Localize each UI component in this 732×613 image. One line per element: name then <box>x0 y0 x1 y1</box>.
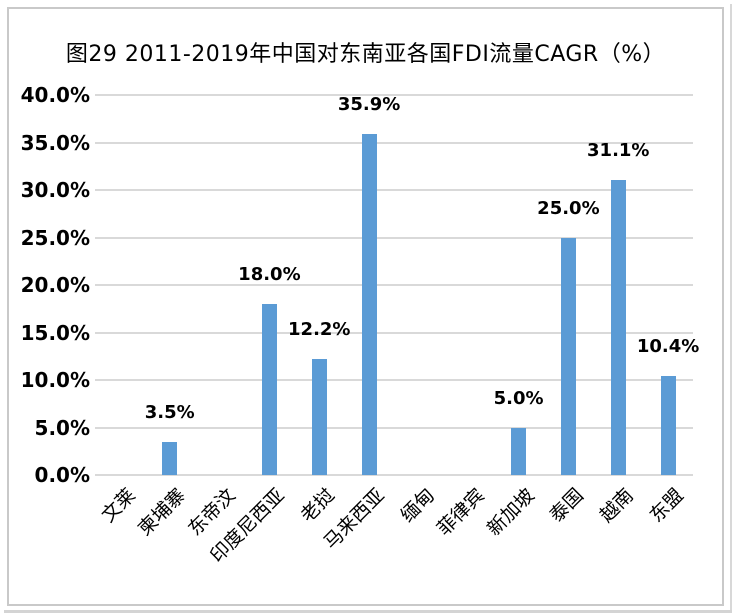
y-axis-tick-label: 25.0% <box>20 225 90 250</box>
y-axis-tick-label: 30.0% <box>20 178 90 202</box>
gridline <box>95 236 693 239</box>
bar-value-label: 12.2% <box>288 319 351 341</box>
x-axis-category-text: 越南 <box>595 484 639 527</box>
bar-value-label: 18.0% <box>238 264 301 285</box>
bar-value-label: 5.0% <box>493 387 544 409</box>
x-axis-category-text: 缅甸 <box>396 484 439 527</box>
gridline <box>95 379 693 381</box>
x-axis-category-text: 东盟 <box>645 484 688 527</box>
gridline <box>95 284 693 286</box>
gridline <box>95 474 693 476</box>
bar <box>361 133 377 475</box>
gridline <box>95 331 693 334</box>
bar-value-label: 10.4% <box>636 336 700 358</box>
canvas-right-edge <box>730 4 732 613</box>
x-axis-category-text: 新加坡 <box>482 484 539 541</box>
bar <box>261 304 277 475</box>
bar-value-label: 35.9% <box>337 93 401 115</box>
gridline <box>95 189 693 191</box>
bar <box>660 376 676 475</box>
y-axis-tick-label: 0.0% <box>34 463 90 487</box>
x-axis-category-text: 文莱 <box>97 484 140 527</box>
x-axis-category-text: 老挝 <box>296 484 340 527</box>
canvas-bottom-edge <box>4 610 732 613</box>
gridline <box>95 141 693 144</box>
bar-value-label: 25.0% <box>537 197 600 219</box>
y-axis-tick-label: 10.0% <box>20 368 90 392</box>
bar <box>511 427 527 475</box>
bar <box>162 441 178 475</box>
y-axis-tick-label: 5.0% <box>34 415 90 440</box>
y-axis-tick-label: 35.0% <box>20 130 90 155</box>
bar <box>311 359 327 475</box>
x-axis-category-text: 菲律宾 <box>432 484 489 541</box>
x-axis-category-text: 柬埔寨 <box>133 484 190 541</box>
chart-title: 图29 2011-2019年中国对东南亚各国FDI流量CAGR（%） <box>65 42 666 67</box>
bar <box>610 179 626 475</box>
bar-value-label: 31.1% <box>587 139 650 161</box>
bar <box>560 237 576 475</box>
gridline <box>95 426 693 429</box>
bar-value-label: 3.5% <box>144 401 195 423</box>
chart-frame: 图29 2011-2019年中国对东南亚各国FDI流量CAGR（%） 0.0% 5… <box>7 7 724 606</box>
y-axis-tick-label: 20.0% <box>20 273 90 297</box>
x-axis-category-text: 泰国 <box>545 484 589 527</box>
y-axis-tick-label: 40.0% <box>20 83 90 107</box>
y-axis-tick-label: 15.0% <box>20 320 90 345</box>
gridline <box>95 94 693 96</box>
